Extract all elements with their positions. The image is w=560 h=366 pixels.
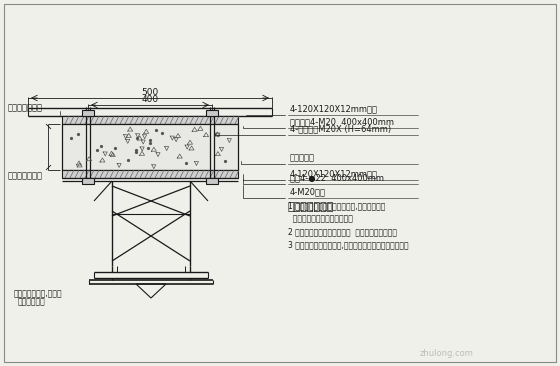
Text: 钻孔攻丝4-M20  400x400mm: 钻孔攻丝4-M20 400x400mm bbox=[290, 117, 394, 126]
Bar bbox=[206, 110, 218, 116]
Text: 4-双头螺栓M20X (H=64mm): 4-双头螺栓M20X (H=64mm) bbox=[290, 124, 391, 133]
Text: 混凝土楼板: 混凝土楼板 bbox=[290, 153, 315, 162]
Text: 400: 400 bbox=[142, 95, 158, 104]
Bar bbox=[62, 124, 238, 170]
Text: 螺母与钢板满焊: 螺母与钢板满焊 bbox=[8, 172, 43, 180]
Text: 4-M20螺母: 4-M20螺母 bbox=[290, 187, 326, 196]
Bar bbox=[82, 178, 94, 184]
Bar bbox=[62, 116, 238, 124]
Text: 厂家参数而定: 厂家参数而定 bbox=[18, 298, 46, 306]
Bar bbox=[82, 110, 94, 116]
Text: 2 图中虚线部分为焊接式支架  由我方施工时装配。: 2 图中虚线部分为焊接式支架 由我方施工时装配。 bbox=[288, 227, 397, 236]
Text: 4-120X120X12mm钢板: 4-120X120X12mm钢板 bbox=[290, 104, 378, 113]
Text: 螺栓与钢板满焊: 螺栓与钢板满焊 bbox=[8, 104, 43, 112]
Text: zhulong.com: zhulong.com bbox=[420, 349, 474, 358]
Text: 500: 500 bbox=[141, 88, 158, 97]
Bar bbox=[62, 170, 238, 178]
Text: 标高窗框据吊车,无影灯: 标高窗框据吊车,无影灯 bbox=[14, 290, 63, 299]
Text: 4-120X120X12mm钢板: 4-120X120X12mm钢板 bbox=[290, 169, 378, 178]
Text: 中心图尺寸由土建施工预埋。: 中心图尺寸由土建施工预埋。 bbox=[288, 214, 353, 223]
Text: 3 本安装图仅供施工参考,具体做法可根据现场条件确定。: 3 本安装图仅供施工参考,具体做法可根据现场条件确定。 bbox=[288, 240, 409, 249]
Text: 螺母与钢板满焊: 螺母与钢板满焊 bbox=[288, 202, 334, 212]
Text: 钻孔4-●22  400x400mm: 钻孔4-●22 400x400mm bbox=[290, 173, 384, 182]
Bar bbox=[206, 178, 218, 184]
Text: 1 图中实线部分为整体式预埋件,按我方提供的: 1 图中实线部分为整体式预埋件,按我方提供的 bbox=[288, 201, 385, 210]
